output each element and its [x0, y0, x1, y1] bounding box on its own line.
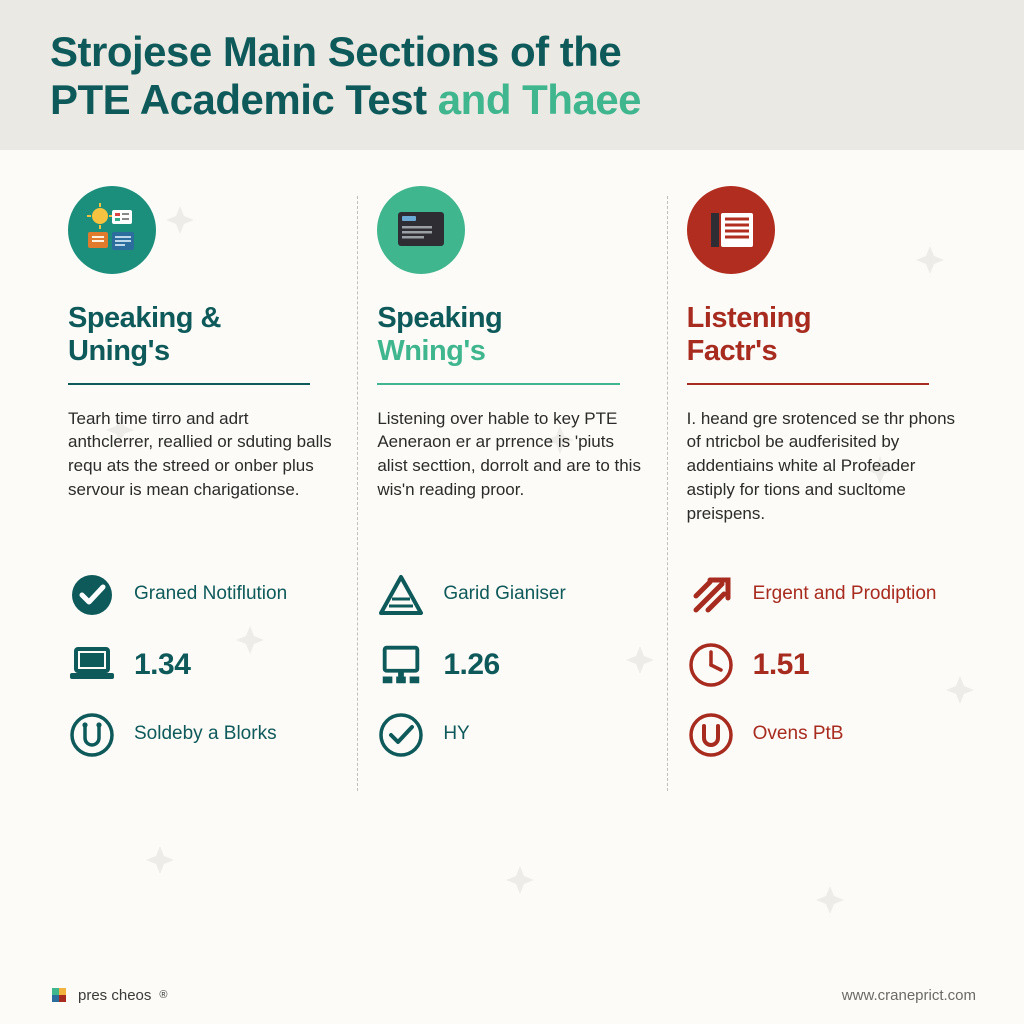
item-label: Ovens PtB — [753, 723, 844, 746]
monitor-stand-icon — [377, 641, 425, 689]
item-label: Soldeby a Blorks — [134, 723, 277, 746]
u-circle-icon — [68, 711, 116, 759]
column-desc: Tearh time tirro and adrt anthclerrer, r… — [68, 407, 337, 537]
column-title-sub: Factr's — [687, 335, 956, 368]
item-hy: HY — [377, 711, 646, 759]
item-number: 1.51 — [687, 641, 956, 689]
column-hero-icon — [687, 186, 775, 274]
item-label: Graned Notiflution — [134, 583, 287, 606]
item-label: HY — [443, 723, 469, 746]
title-main: PTE Academic Test — [50, 76, 427, 123]
column-listening-factrs: Listening Factr's I. heand gre srotenced… — [667, 186, 976, 781]
brand-name: pres cheos — [78, 987, 151, 1004]
column-hero-icon — [377, 186, 465, 274]
column-title: Listening Factr's — [687, 302, 956, 369]
title-line-2: PTE Academic Test and Thaee — [50, 76, 974, 124]
column-hero-icon — [68, 186, 156, 274]
item-garid-gianiser: Garid Gianiser — [377, 571, 646, 619]
column-title: Speaking Wning's — [377, 302, 646, 369]
header-band: Strojese Main Sections of the PTE Academ… — [0, 0, 1024, 150]
item-value: 1.34 — [134, 648, 190, 682]
check-circle-icon — [68, 571, 116, 619]
u-circle-icon — [687, 711, 735, 759]
item-ovens-ptb: Ovens PtB — [687, 711, 956, 759]
clock-circle-icon — [687, 641, 735, 689]
item-ergent-prodiption: Ergent and Prodiption — [687, 571, 956, 619]
laptop-icon — [68, 641, 116, 689]
item-value: 1.26 — [443, 648, 499, 682]
column-desc: I. heand gre srotenced se thr phons of n… — [687, 407, 956, 537]
arrow-burst-icon — [687, 571, 735, 619]
item-value: 1.51 — [753, 648, 809, 682]
item-label: Ergent and Prodiption — [753, 583, 937, 606]
item-soldeby-blorks: Soldeby a Blorks — [68, 711, 337, 759]
item-number: 1.34 — [68, 641, 337, 689]
column-title-main: Speaking & — [68, 302, 221, 334]
item-number: 1.26 — [377, 641, 646, 689]
columns-wrapper: Speaking & Uning's Tearh time tirro and … — [0, 150, 1024, 801]
column-speaking-unings: Speaking & Uning's Tearh time tirro and … — [48, 186, 357, 781]
column-rule — [687, 383, 929, 385]
column-title: Speaking & Uning's — [68, 302, 337, 369]
check-circle-thin-icon — [377, 711, 425, 759]
column-title-main: Speaking — [377, 302, 502, 334]
column-title-main: Listening — [687, 302, 811, 334]
brand-mark-icon — [48, 984, 70, 1006]
brand-symbol: ® — [159, 989, 167, 1001]
title-accent: and Thaee — [427, 76, 641, 123]
column-title-sub: Uning's — [68, 335, 337, 368]
column-desc: Listening over hable to key PTE Aeneraon… — [377, 407, 646, 537]
brand-logo: pres cheos ® — [48, 984, 167, 1006]
column-speaking-wnings: Speaking Wning's Listening over hable to… — [357, 186, 666, 781]
footer-url: www.craneprict.com — [842, 987, 976, 1004]
column-rule — [377, 383, 619, 385]
column-title-sub: Wning's — [377, 335, 646, 368]
column-rule — [68, 383, 310, 385]
triangle-lines-icon — [377, 571, 425, 619]
item-label: Garid Gianiser — [443, 583, 566, 606]
title-line-1: Strojese Main Sections of the — [50, 28, 974, 76]
item-graned-notiflution: Graned Notiflution — [68, 571, 337, 619]
footer: pres cheos ® www.craneprict.com — [0, 984, 1024, 1006]
